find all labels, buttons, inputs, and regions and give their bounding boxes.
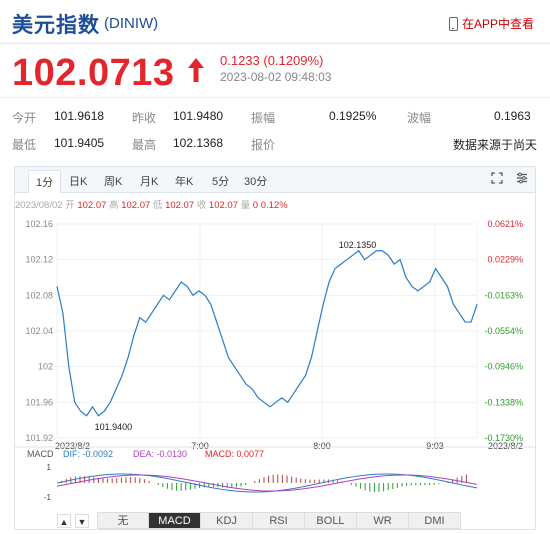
data-source: 数据来源于尚天 xyxy=(453,138,538,152)
macd-tick: -1 xyxy=(44,493,52,502)
info-open: 102.07 xyxy=(77,200,107,211)
scroll-up-button[interactable]: ▲ xyxy=(57,514,71,528)
high-value: 102.1368 xyxy=(173,136,224,150)
info-low: 102.07 xyxy=(165,200,195,211)
pct-tick-label: -0.1730% xyxy=(484,433,523,443)
macd-dea-line xyxy=(56,474,478,492)
scroll-down-button[interactable]: ▼ xyxy=(75,514,89,528)
chart-panel: 1分 日K 周K 月K 年K 5分 30分 2023/08/02 开 102.0… xyxy=(14,166,536,530)
pct-tick-label: -0.0554% xyxy=(484,326,523,336)
y-tick-label: 102.16 xyxy=(25,219,53,229)
y-tick-label: 102 xyxy=(38,362,53,372)
prev-close-label: 昨收 xyxy=(132,111,157,125)
open-value: 101.9618 xyxy=(54,109,105,123)
tab-5min[interactable]: 5分 xyxy=(212,176,230,188)
pct-tick-label: 0.0229% xyxy=(487,255,523,265)
x-tick-label: 7:00 xyxy=(191,441,209,451)
info-date: 2023/08/02 xyxy=(15,200,63,211)
high-annotation: 102.1350 xyxy=(339,240,377,250)
pct-tick-label: -0.1338% xyxy=(484,397,523,407)
indicator-tabs: 无 MACD KDJ RSI BOLL WR DMI xyxy=(97,512,461,529)
stats-panel: 今开 101.9618 昨收 101.9480 振幅 0.1925% 波幅 0.… xyxy=(0,97,550,155)
quote-label: 报价 xyxy=(251,138,276,152)
macd-tick: 1 xyxy=(47,463,52,472)
open-in-app-label: 在APP中查看 xyxy=(461,17,534,31)
macd-value: MACD: 0.0077 xyxy=(205,449,264,459)
pct-tick-label: -0.0946% xyxy=(484,362,523,372)
pct-tick-label: 0.0621% xyxy=(487,219,523,229)
macd-label: MACD xyxy=(27,449,54,459)
info-close-label: 收 xyxy=(196,200,207,211)
open-label: 今开 xyxy=(12,111,37,125)
x-tick-label: 9:03 xyxy=(426,441,444,451)
page-title: 美元指数 xyxy=(12,14,100,37)
tab-yearly-k[interactable]: 年K xyxy=(175,176,194,188)
macd-dea: DEA: -0.0130 xyxy=(133,449,187,459)
phone-icon xyxy=(448,16,458,31)
y-tick-label: 101.96 xyxy=(25,397,53,407)
wave-label: 波幅 xyxy=(407,111,432,125)
tab-weekly-k[interactable]: 周K xyxy=(104,176,123,188)
y-tick-label: 102.08 xyxy=(25,290,53,300)
price-line xyxy=(56,249,478,417)
ohlc-info-line: 2023/08/02 开 102.07 高 102.07 低 102.07 收 … xyxy=(15,197,288,211)
info-open-label: 开 xyxy=(65,200,75,211)
indicator-tab-3[interactable]: RSI xyxy=(253,512,305,529)
info-volume-label: 量 xyxy=(240,200,251,211)
indicator-tab-5[interactable]: WR xyxy=(357,512,409,529)
title-bar: 美元指数 (DINIW) 在APP中查看 xyxy=(0,0,550,44)
tab-30min[interactable]: 30分 xyxy=(244,176,268,188)
low-annotation: 101.9400 xyxy=(95,422,133,432)
info-volume: 0 xyxy=(252,200,259,211)
settings-icon[interactable] xyxy=(516,172,528,184)
x-tick-label: 2023/8/2 xyxy=(488,441,523,451)
period-tabs: 1分 日K 周K 月K 年K 5分 30分 xyxy=(15,167,535,193)
amplitude-value: 0.1925% xyxy=(329,109,377,123)
low-value: 101.9405 xyxy=(54,136,105,150)
info-high-label: 高 xyxy=(109,200,119,211)
macd-dif-line xyxy=(56,473,478,493)
up-arrow-icon xyxy=(188,58,204,82)
prev-close-value: 101.9480 xyxy=(173,109,224,123)
price-change: 0.1233 (0.1209%) xyxy=(220,53,324,68)
open-in-app-link[interactable]: 在APP中查看 xyxy=(448,15,534,32)
y-tick-label: 102.12 xyxy=(25,255,53,265)
info-low-label: 低 xyxy=(152,200,163,211)
indicator-tab-4[interactable]: BOLL xyxy=(305,512,357,529)
amplitude-label: 振幅 xyxy=(251,111,276,125)
stats-row-1: 今开 101.9618 昨收 101.9480 振幅 0.1925% 波幅 0.… xyxy=(0,103,550,132)
tab-1min[interactable]: 1分 xyxy=(28,170,62,193)
indicator-tab-1[interactable]: MACD xyxy=(149,512,201,529)
y-tick-label: 102.04 xyxy=(25,326,53,336)
last-price: 102.0713 xyxy=(12,52,175,94)
info-close: 102.07 xyxy=(208,200,238,211)
info-percent: 0.12% xyxy=(260,200,288,211)
pct-tick-label: -0.0163% xyxy=(484,290,523,300)
wave-value: 0.1963 xyxy=(494,109,531,123)
x-tick-label: 2023/8/2 xyxy=(55,441,90,451)
macd-dif: DIF: -0.0092 xyxy=(63,449,113,459)
tab-monthly-k[interactable]: 月K xyxy=(140,176,159,188)
high-label: 最高 xyxy=(132,138,157,152)
indicator-tab-2[interactable]: KDJ xyxy=(201,512,253,529)
stats-row-2: 最低 101.9405 最高 102.1368 报价 数据来源于尚天 xyxy=(0,130,550,159)
tab-daily-k[interactable]: 日K xyxy=(69,176,88,188)
indicator-tab-0[interactable]: 无 xyxy=(97,512,149,529)
intraday-line-chart: 102.16 0.0621% 102.12 0.0229% 102.08 -0.0163%… xyxy=(15,219,535,502)
info-high: 102.07 xyxy=(121,200,151,211)
indicator-tab-6[interactable]: DMI xyxy=(409,512,461,529)
fullscreen-icon[interactable] xyxy=(491,172,503,184)
quote-time: 2023-08-02 09:48:03 xyxy=(220,70,332,84)
symbol-code: (DINIW) xyxy=(104,15,159,32)
x-tick-label: 8:00 xyxy=(313,441,331,451)
y-tick-label: 101.92 xyxy=(25,433,53,443)
low-label: 最低 xyxy=(12,138,37,152)
